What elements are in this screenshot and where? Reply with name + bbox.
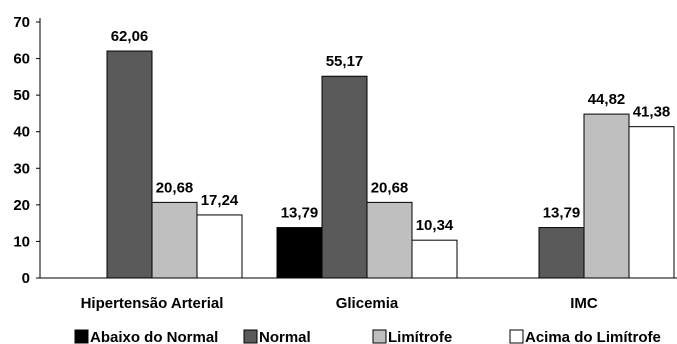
bars — [107, 51, 674, 278]
legend-swatch — [373, 330, 386, 343]
data-label: 13,79 — [281, 205, 319, 222]
data-label: 20,68 — [156, 179, 194, 196]
legend-label: Normal — [259, 329, 311, 344]
category-label: IMC — [570, 295, 598, 312]
bar — [197, 215, 242, 278]
y-tick-label: 20 — [13, 197, 30, 214]
data-label: 13,79 — [543, 205, 581, 222]
bar — [277, 228, 322, 278]
data-label: 17,24 — [201, 192, 239, 209]
category-labels: Hipertensão Arterial Glicemia IMC — [81, 295, 598, 312]
y-tick-label: 10 — [13, 233, 30, 250]
y-tick-label: 40 — [13, 124, 30, 141]
bar — [412, 240, 457, 278]
legend-swatch — [510, 330, 523, 343]
data-label: 62,06 — [111, 28, 149, 45]
legend: Abaixo do Normal Normal Limítrofe Acima do … — [75, 329, 661, 344]
data-label: 20,68 — [371, 179, 409, 196]
bar — [322, 76, 367, 278]
bar — [584, 114, 629, 278]
y-axis: 0 10 20 30 40 50 60 70 — [13, 14, 40, 287]
y-tick-label: 0 — [22, 270, 30, 287]
bar — [107, 51, 152, 278]
bar — [152, 202, 197, 278]
category-label: Hipertensão Arterial — [81, 295, 224, 312]
legend-label: Limítrofe — [388, 329, 452, 344]
data-label: 10,34 — [416, 217, 454, 234]
legend-swatch — [75, 330, 88, 343]
y-tick-label: 50 — [13, 87, 30, 104]
bar — [367, 202, 412, 278]
data-label: 55,17 — [326, 53, 364, 70]
data-label: 44,82 — [588, 91, 626, 108]
bar — [629, 127, 674, 278]
legend-label: Abaixo do Normal — [90, 329, 218, 344]
data-label: 41,38 — [633, 104, 671, 121]
y-tick-label: 30 — [13, 160, 30, 177]
legend-swatch — [244, 330, 257, 343]
category-label: Glicemia — [336, 295, 399, 312]
legend-label: Acima do Limítrofe — [525, 329, 661, 344]
y-tick-label: 60 — [13, 51, 30, 68]
bar — [539, 228, 584, 278]
y-tick-label: 70 — [13, 14, 30, 31]
